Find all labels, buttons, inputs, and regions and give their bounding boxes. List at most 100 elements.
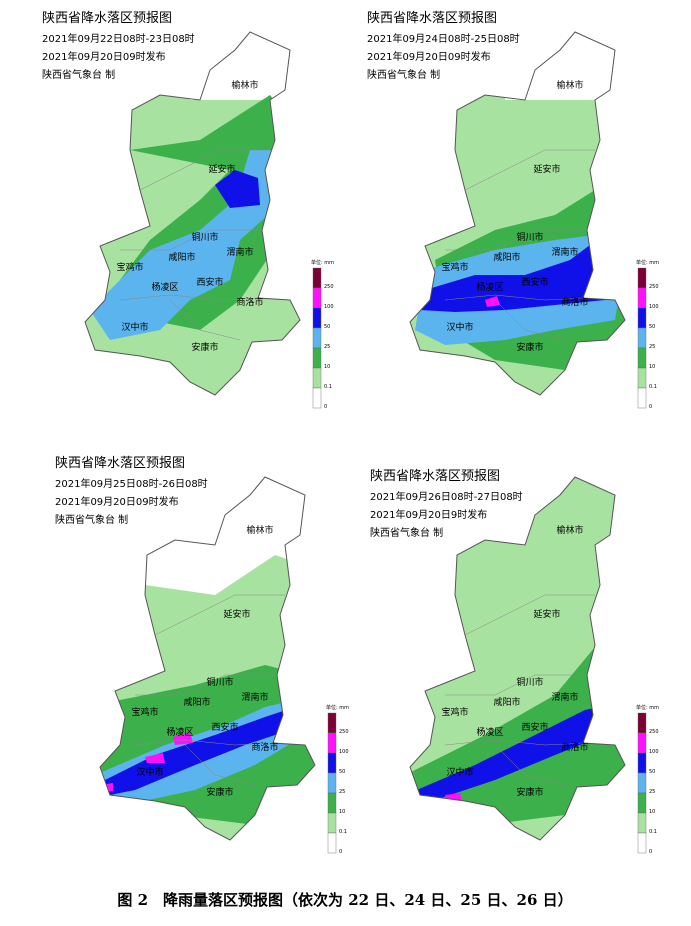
rain-zone [173,733,193,745]
legend-swatch [637,347,647,369]
city-label: 宝鸡市 [116,261,143,273]
city-label: 宝鸡市 [441,706,468,718]
legend-swatch [637,287,647,309]
panel-title: 陕西省降水落区预报图 [42,11,172,26]
issue-time: 2021年09月20日09时发布 [367,50,491,63]
legend-label: 25 [339,789,345,795]
city-label: 延安市 [223,608,250,620]
legend-label: 0 [649,849,652,855]
rain-zone [485,296,500,307]
legend-label: 250 [339,729,349,735]
map-panel: 陕西省降水落区预报图 2021年09月22日08时-23日08时 2021年09月2… [42,11,334,410]
issue-time: 2021年09月20日9时发布 [370,508,487,521]
rain-zone [90,150,275,340]
legend-label: 50 [324,324,330,330]
city-label: 榆林市 [556,524,583,536]
legend-swatch [637,732,647,754]
legend-label: 50 [339,769,345,775]
city-label: 杨凌区 [476,726,503,738]
city-label: 商洛市 [236,296,263,308]
city-label: 安康市 [191,341,218,353]
city-label: 榆林市 [231,79,258,91]
city-label: 安康市 [516,786,543,798]
legend-swatch [312,307,322,329]
province-outline [409,31,626,396]
city-label: 杨凌区 [151,281,178,293]
panel-title: 陕西省降水落区预报图 [367,11,497,26]
legend-swatch [637,267,647,289]
city-label: 汉中市 [446,321,473,333]
legend-swatch [637,712,647,734]
legend-label: 25 [324,344,330,350]
city-label: 延安市 [533,608,560,620]
city-label: 渭南市 [226,246,253,258]
city-border [444,149,595,341]
legend-unit: 单位: mm [311,259,334,266]
legend-label: 100 [324,304,334,310]
legend-unit: 单位: mm [326,704,349,711]
forecast-period: 2021年09月24日08时-25日08时 [367,32,520,45]
legend-swatch [637,367,647,389]
rain-zone [215,170,260,208]
city-border [134,594,285,786]
city-label: 西安市 [211,721,238,733]
legend-label: 50 [649,324,655,330]
legend-label: 10 [649,809,655,815]
legend-swatch [637,327,647,349]
legend-label: 0.1 [649,829,657,835]
city-label: 安康市 [516,341,543,353]
city-label: 榆林市 [556,79,583,91]
legend-swatch [637,772,647,794]
province-outline [99,476,316,841]
legend-swatch [312,347,322,369]
legend-swatch [327,712,337,734]
legend-label: 10 [649,364,655,370]
legend-swatch [327,752,337,774]
legend-swatch [312,267,322,289]
legend-label: 0.1 [339,829,347,835]
agency: 陕西省气象台 制 [55,513,128,526]
city-label: 西安市 [521,721,548,733]
legend-unit: 单位: mm [636,259,659,266]
city-label: 延安市 [533,163,560,175]
province-outline [84,31,301,396]
legend-label: 10 [324,364,330,370]
legend-swatch [637,387,647,409]
legend-swatch [327,832,337,854]
city-label: 商洛市 [251,741,278,753]
rain-zones [410,477,625,840]
legend-label: 25 [649,344,655,350]
map-panel: 陕西省降水落区预报图 2021年09月26日08时-27日08时 2021年09月2… [370,469,659,855]
legend-swatch [312,287,322,309]
rain-zone [420,245,625,312]
legend-label: 250 [324,284,334,290]
city-label: 安康市 [206,786,233,798]
legend-swatch [637,792,647,814]
agency: 陕西省气象台 制 [370,526,443,539]
issue-time: 2021年09月20日09时发布 [55,495,179,508]
legend-unit: 单位: mm [636,704,659,711]
city-label: 西安市 [521,276,548,288]
city-label: 渭南市 [241,691,268,703]
panel-title: 陕西省降水落区预报图 [55,456,185,471]
legend-label: 100 [649,749,659,755]
agency: 陕西省气象台 制 [42,68,115,81]
city-label: 咸阳市 [183,696,210,708]
city-label: 铜川市 [516,231,543,243]
agency: 陕西省气象台 制 [367,68,440,81]
city-label: 咸阳市 [493,696,520,708]
city-label: 渭南市 [551,691,578,703]
legend-swatch [637,812,647,834]
forecast-period: 2021年09月25日08时-26日08时 [55,477,208,490]
city-label: 汉中市 [121,321,148,333]
legend-label: 0 [649,404,652,410]
city-label: 汉中市 [446,766,473,778]
legend-label: 100 [649,304,659,310]
city-label: 铜川市 [191,231,218,243]
city-label: 咸阳市 [168,251,195,263]
rain-zone [410,703,615,800]
rain-zones [85,32,300,395]
legend-swatch [637,307,647,329]
city-label: 杨凌区 [166,726,193,738]
